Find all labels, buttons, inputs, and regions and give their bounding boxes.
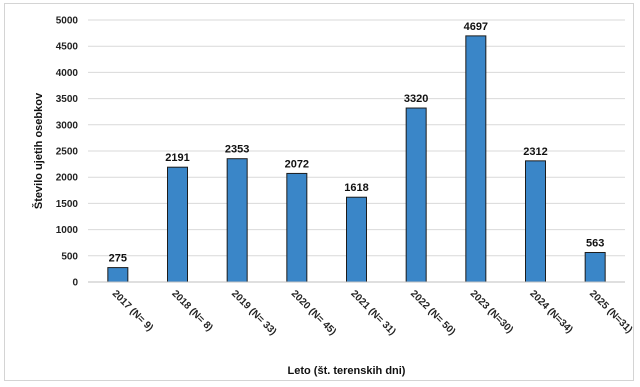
y-tick-label: 3500 xyxy=(56,94,79,105)
data-label: 1618 xyxy=(344,182,368,194)
y-axis-title: Število ujetih osebkov xyxy=(32,92,45,209)
y-tick-label: 2000 xyxy=(56,173,79,184)
bar xyxy=(584,251,606,283)
y-tick-label: 5000 xyxy=(56,16,79,27)
bar xyxy=(525,160,546,283)
x-tick-label: 2019 (N= 33) xyxy=(229,288,278,337)
y-tick-label: 0 xyxy=(72,278,78,289)
bar xyxy=(167,166,188,283)
y-tick-label: 3000 xyxy=(56,120,79,131)
data-label: 275 xyxy=(109,253,127,265)
data-label: 4697 xyxy=(464,21,488,33)
y-tick-label: 1000 xyxy=(56,225,79,236)
bar xyxy=(107,267,129,283)
y-tick-label: 4500 xyxy=(56,42,79,53)
data-label: 2072 xyxy=(285,158,309,170)
data-labels: 275 2191 2353 2072 1618 3320 4697 2312 563 xyxy=(109,21,605,265)
x-tick-label: 2022 (N= 50) xyxy=(408,288,457,337)
data-label: 2312 xyxy=(523,146,547,158)
x-axis-ticks: 2017 (N= 9) 2018 (N= 8) 2019 (N= 33) 2020 (… xyxy=(110,288,635,337)
bar xyxy=(405,107,427,283)
y-axis-ticks: 0 500 1000 1500 2000 2500 3000 3500 4000 4500 5000 xyxy=(56,16,79,289)
x-tick-label: 2017 (N= 9) xyxy=(110,288,155,333)
data-label: 3320 xyxy=(404,93,428,105)
x-tick-label: 2020 (N= 45) xyxy=(289,288,338,337)
y-tick-label: 500 xyxy=(61,251,78,262)
data-label: 2353 xyxy=(225,144,249,156)
bar xyxy=(286,172,308,283)
x-tick-label: 2021 (N= 31) xyxy=(348,288,397,337)
bar xyxy=(226,158,248,283)
x-tick-label: 2024 (N=34) xyxy=(527,288,574,335)
x-axis-title: Leto (št. terenskih dni) xyxy=(288,365,406,377)
y-tick-label: 1500 xyxy=(56,199,79,210)
bars xyxy=(107,35,606,283)
data-label: 563 xyxy=(586,237,604,249)
y-tick-label: 2500 xyxy=(56,147,79,158)
bar xyxy=(465,35,487,283)
x-tick-label: 2018 (N= 8) xyxy=(169,288,214,333)
x-tick-label: 2025 (N=31) xyxy=(587,288,634,335)
bar xyxy=(346,196,367,283)
data-label: 2191 xyxy=(165,152,189,164)
x-tick-label: 2023 (N=30) xyxy=(468,288,515,335)
y-tick-label: 4000 xyxy=(56,68,79,79)
